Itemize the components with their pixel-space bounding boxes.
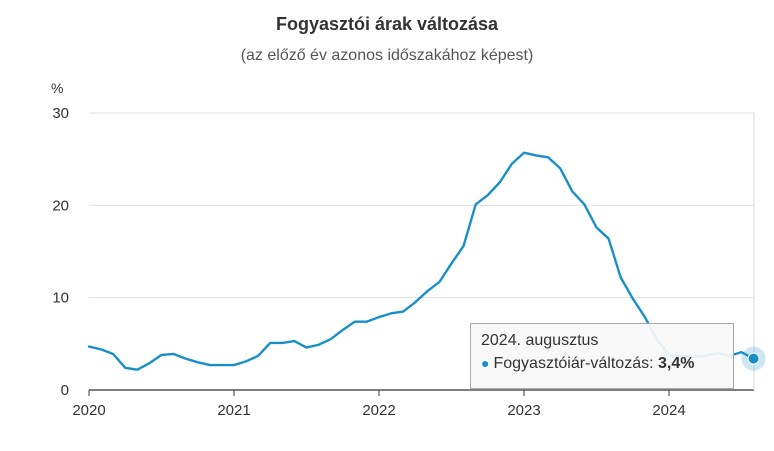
x-tick-label: 2022 <box>362 402 395 419</box>
x-tick-label: 2024 <box>652 402 685 419</box>
chart-tooltip: 2024. augusztus ● Fogyasztóiár-változás: … <box>470 323 734 389</box>
gridlines <box>89 112 754 391</box>
y-axis-unit: % <box>51 80 63 96</box>
y-tick-label: 30 <box>52 105 69 122</box>
y-tick-label: 20 <box>52 197 69 214</box>
y-tick-label: 10 <box>52 290 69 307</box>
y-axis: 0 10 20 30 <box>52 105 69 399</box>
tooltip-series-marker: ● <box>481 355 490 371</box>
tooltip-series-label: Fogyasztóiár-változás: <box>493 355 654 372</box>
x-axis: 2020 2021 2022 2023 2024 <box>72 390 686 419</box>
series-line-fogyasztoiar-valtozas[interactable] <box>87 151 755 371</box>
highlighted-point[interactable] <box>747 352 760 365</box>
tooltip-date: 2024. augusztus <box>481 332 599 349</box>
y-tick-label: 0 <box>61 382 69 399</box>
x-tick-label: 2021 <box>217 402 250 419</box>
chart-subtitle: (az előző év azonos időszakához képest) <box>240 47 534 64</box>
chart-title: Fogyasztói árak változása <box>275 14 499 34</box>
x-tick-label: 2020 <box>72 402 105 419</box>
tooltip-value: 3,4% <box>657 355 695 372</box>
x-tick-label: 2023 <box>507 402 540 419</box>
